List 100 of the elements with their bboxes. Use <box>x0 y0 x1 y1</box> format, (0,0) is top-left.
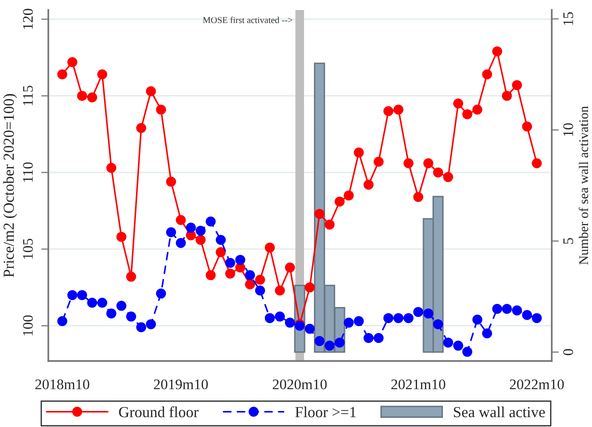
point <box>196 226 206 236</box>
point <box>512 80 522 90</box>
point <box>116 232 126 242</box>
point <box>126 312 136 322</box>
point <box>492 304 502 314</box>
point <box>502 90 512 101</box>
point <box>324 220 335 230</box>
point <box>374 156 384 167</box>
x-tick-label: 2021m10 <box>391 379 446 390</box>
point <box>413 192 424 202</box>
point <box>433 167 444 178</box>
y2-tick-label: 5 <box>563 238 574 244</box>
point <box>374 332 384 343</box>
point <box>136 322 146 332</box>
point <box>77 90 88 101</box>
point <box>67 57 78 68</box>
point <box>176 214 186 225</box>
point <box>413 306 424 317</box>
point <box>166 227 176 238</box>
point <box>146 319 156 330</box>
point <box>235 254 246 265</box>
y-tick-label: 105 <box>23 238 33 259</box>
y2-axis-title: Number of sea wall activation <box>578 106 588 265</box>
legend-label: Sea wall active <box>454 406 545 418</box>
y2-tick-label: 0 <box>563 349 574 356</box>
point <box>393 104 404 115</box>
point <box>216 234 226 245</box>
point <box>433 319 444 330</box>
point <box>453 340 464 351</box>
point <box>166 176 176 187</box>
point <box>532 158 542 168</box>
point <box>57 69 68 80</box>
point <box>216 247 226 258</box>
point <box>176 238 186 248</box>
point <box>245 279 256 290</box>
point <box>532 313 542 324</box>
ref-line-label: MOSE first activated --> <box>202 16 292 24</box>
point <box>522 310 532 320</box>
x-tick-label: 2019m10 <box>154 379 208 390</box>
point <box>77 290 88 300</box>
point <box>106 308 116 318</box>
x-tick-label: 2022m10 <box>510 379 564 390</box>
point <box>284 318 295 328</box>
point <box>482 69 492 80</box>
y-axis-title: Price/m2 (October 2020=100) <box>3 94 18 278</box>
point <box>344 318 354 328</box>
point <box>453 98 464 108</box>
point <box>284 262 295 272</box>
point <box>393 313 404 324</box>
point <box>462 346 472 357</box>
point <box>304 282 315 292</box>
point <box>97 298 108 308</box>
point <box>87 92 98 102</box>
point <box>126 272 136 282</box>
point <box>462 109 472 120</box>
point <box>502 304 512 314</box>
point <box>304 324 315 334</box>
point <box>196 234 206 245</box>
point <box>364 180 374 190</box>
point <box>443 172 454 182</box>
point <box>472 104 482 115</box>
point <box>274 285 285 296</box>
point <box>324 340 335 351</box>
point <box>67 290 78 300</box>
point <box>482 328 492 338</box>
point <box>255 285 266 296</box>
point <box>255 274 266 285</box>
legend-label: Ground floor <box>119 406 198 418</box>
y-tick-label: 115 <box>23 86 33 106</box>
point <box>146 86 156 96</box>
point <box>404 313 414 324</box>
point <box>354 316 364 326</box>
point <box>206 216 216 227</box>
point <box>404 158 414 168</box>
point <box>264 313 275 324</box>
x-tick-label: 2020m10 <box>272 379 327 390</box>
point <box>97 69 108 80</box>
point <box>522 121 532 132</box>
point <box>423 158 434 168</box>
point <box>186 222 196 233</box>
point <box>354 148 364 158</box>
y-tick-label: 100 <box>23 315 33 336</box>
point <box>472 314 482 325</box>
point <box>423 308 434 318</box>
point <box>245 270 256 280</box>
point <box>225 268 236 279</box>
y-tick-label: 120 <box>23 8 33 29</box>
point <box>206 270 216 280</box>
point <box>443 338 454 348</box>
point <box>264 242 275 253</box>
point <box>225 258 236 268</box>
point <box>314 208 325 219</box>
point <box>57 316 68 326</box>
point <box>136 123 146 134</box>
point <box>492 46 502 56</box>
point <box>344 190 354 200</box>
point <box>334 338 345 348</box>
point <box>156 104 166 115</box>
point <box>314 336 325 346</box>
point <box>106 162 116 173</box>
